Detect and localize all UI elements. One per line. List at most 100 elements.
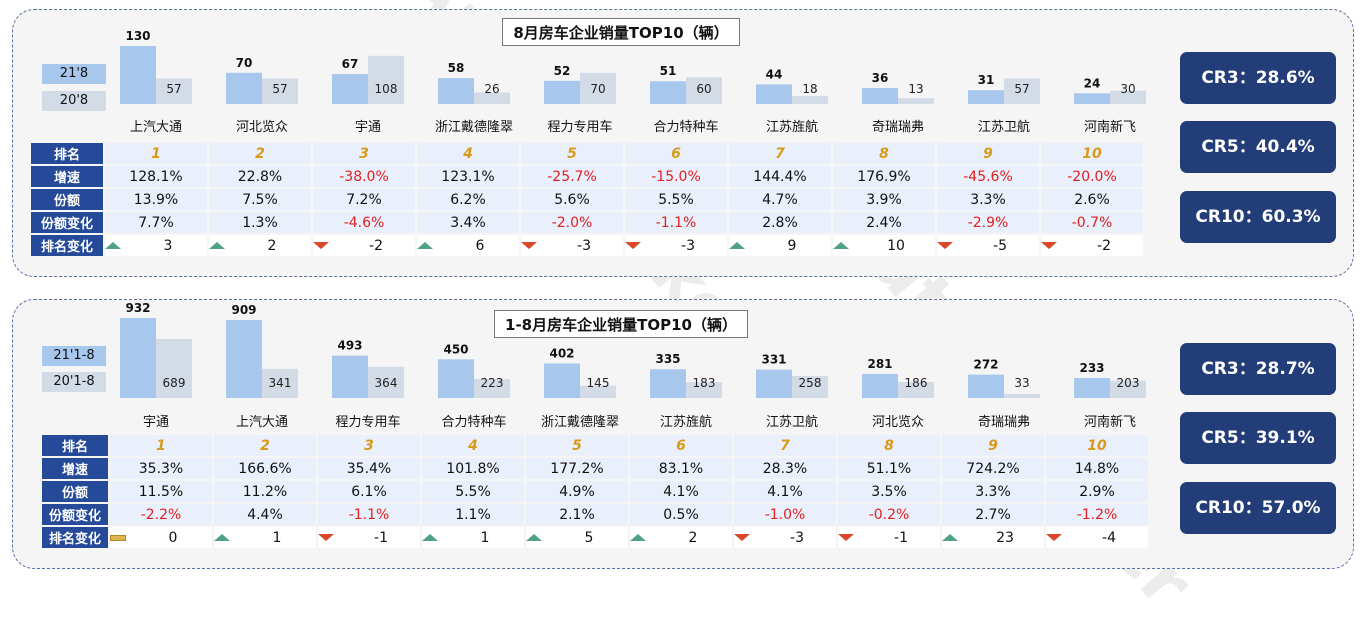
data-label-current: 331 (761, 353, 786, 367)
data-label-current: 52 (554, 64, 571, 78)
rank-change-value: 1 (480, 529, 490, 546)
category-label: 江苏卫航 (978, 119, 1030, 135)
data-label-current: 272 (973, 358, 998, 372)
share-change-row: 份额变化 -2.2% 4.4% -1.1% 1.1% 2.1% 0.5% -1.0% -0.2%… (42, 504, 1148, 525)
category-label: 奇瑞瑞弗 (978, 414, 1030, 430)
table-cell: 176.9% (833, 166, 935, 187)
table-cell: 4.1% (630, 481, 732, 502)
triangle-up-icon (729, 242, 745, 249)
data-label-current: 36 (872, 71, 889, 85)
bar-previous (156, 78, 192, 104)
rank-change-value: 2 (267, 237, 277, 254)
data-label-previous: 33 (1014, 376, 1029, 390)
data-label-previous: 13 (908, 82, 923, 96)
category-label: 奇瑞瑞弗 (872, 119, 924, 135)
triangle-down-icon (937, 242, 953, 249)
data-label-previous: 26 (484, 82, 499, 96)
bar-current (226, 319, 262, 398)
table-cell: 166.6% (214, 458, 316, 479)
triangle-down-icon (1046, 534, 1062, 541)
legend-current: 21'1-8 (42, 346, 106, 366)
category-label: 程力专用车 (547, 119, 612, 135)
table-cell: -2 (1041, 235, 1143, 256)
table-cell: 2 (214, 435, 316, 456)
data-label-current: 493 (337, 339, 362, 353)
bar-previous (898, 98, 934, 104)
row-header: 份额 (31, 189, 103, 210)
triangle-up-icon (417, 242, 433, 249)
table-cell: 2 (209, 143, 311, 164)
cr3-badge: CR3：28.7% (1180, 343, 1336, 395)
data-label-current: 281 (867, 357, 892, 371)
rank-change-value: -3 (577, 237, 591, 254)
table-cell: -1.2% (1046, 504, 1148, 525)
table-cell: 3 (318, 435, 420, 456)
data-label-current: 909 (231, 303, 256, 317)
data-label-current: 58 (448, 61, 465, 75)
table-cell: -2.0% (521, 212, 623, 233)
table-cell: 51.1% (838, 458, 940, 479)
category-label: 江苏卫航 (766, 414, 818, 430)
table-cell: 9 (729, 235, 831, 256)
share-change-row: 份额变化 7.7% 1.3% -4.6% 3.4% -2.0% -1.1% 2.8% 2.4% -… (31, 212, 1143, 233)
bar-current (650, 369, 686, 398)
data-label-previous: 183 (693, 376, 716, 390)
table-cell: 5.6% (521, 189, 623, 210)
bar-current (756, 84, 792, 104)
table-cell: 7.7% (105, 212, 207, 233)
table-cell: 10 (1046, 435, 1148, 456)
ytd-chart-title: 1-8月房车企业销量TOP10（辆） (494, 310, 748, 338)
table-cell: 1 (214, 527, 316, 548)
rank-change-value: 6 (475, 237, 485, 254)
table-cell: 123.1% (417, 166, 519, 187)
rank-change-value: 23 (996, 529, 1014, 546)
bar-previous (580, 385, 616, 398)
table-cell: 2.4% (833, 212, 935, 233)
table-cell: 5 (526, 435, 628, 456)
table-cell: 10 (833, 235, 935, 256)
table-cell: -1 (838, 527, 940, 548)
table-cell: 3.3% (942, 481, 1044, 502)
table-cell: 1.1% (422, 504, 524, 525)
legend-current: 21'8 (42, 64, 106, 84)
data-label-current: 44 (766, 67, 783, 81)
triangle-up-icon (942, 534, 958, 541)
table-cell: 35.4% (318, 458, 420, 479)
table-cell: -0.7% (1041, 212, 1143, 233)
category-label: 江苏旌航 (766, 119, 818, 135)
rank-change-row: 排名变化 0 1 -1 1 5 2 -3 -1 23 -4 (42, 527, 1148, 548)
rank-row: 排名 1 2 3 4 5 6 7 8 9 10 (42, 435, 1148, 456)
rank-change-value: 0 (168, 529, 178, 546)
bar-previous (262, 368, 298, 398)
bar-previous (1004, 394, 1040, 398)
table-cell: 4.1% (734, 481, 836, 502)
table-cell: 11.5% (110, 481, 212, 502)
table-cell: -25.7% (521, 166, 623, 187)
table-cell: 2.9% (1046, 481, 1148, 502)
rank-change-value: -1 (374, 529, 388, 546)
category-label: 江苏旌航 (660, 414, 712, 430)
rank-change-value: -3 (681, 237, 695, 254)
table-cell: 3.3% (937, 189, 1039, 210)
rank-change-value: -5 (993, 237, 1007, 254)
triangle-up-icon (526, 534, 542, 541)
table-cell: 5.5% (625, 189, 727, 210)
table-cell: 9 (937, 143, 1039, 164)
legend-previous: 20'8 (42, 91, 106, 111)
rank-row: 排名 1 2 3 4 5 6 7 8 9 10 (31, 143, 1143, 164)
category-label: 河北览众 (236, 119, 288, 135)
monthly-chart-title: 8月房车企业销量TOP10（辆） (502, 18, 740, 46)
table-cell: 4 (417, 143, 519, 164)
table-cell: -4.6% (313, 212, 415, 233)
triangle-down-icon (521, 242, 537, 249)
table-cell: -15.0% (625, 166, 727, 187)
flat-icon (110, 534, 126, 541)
triangle-down-icon (313, 242, 329, 249)
table-cell: 128.1% (105, 166, 207, 187)
rank-change-value: -1 (894, 529, 908, 546)
data-label-previous: 108 (375, 82, 398, 96)
bar-current (544, 80, 580, 104)
table-cell: -3 (625, 235, 727, 256)
bar-previous (474, 92, 510, 104)
table-cell: -38.0% (313, 166, 415, 187)
